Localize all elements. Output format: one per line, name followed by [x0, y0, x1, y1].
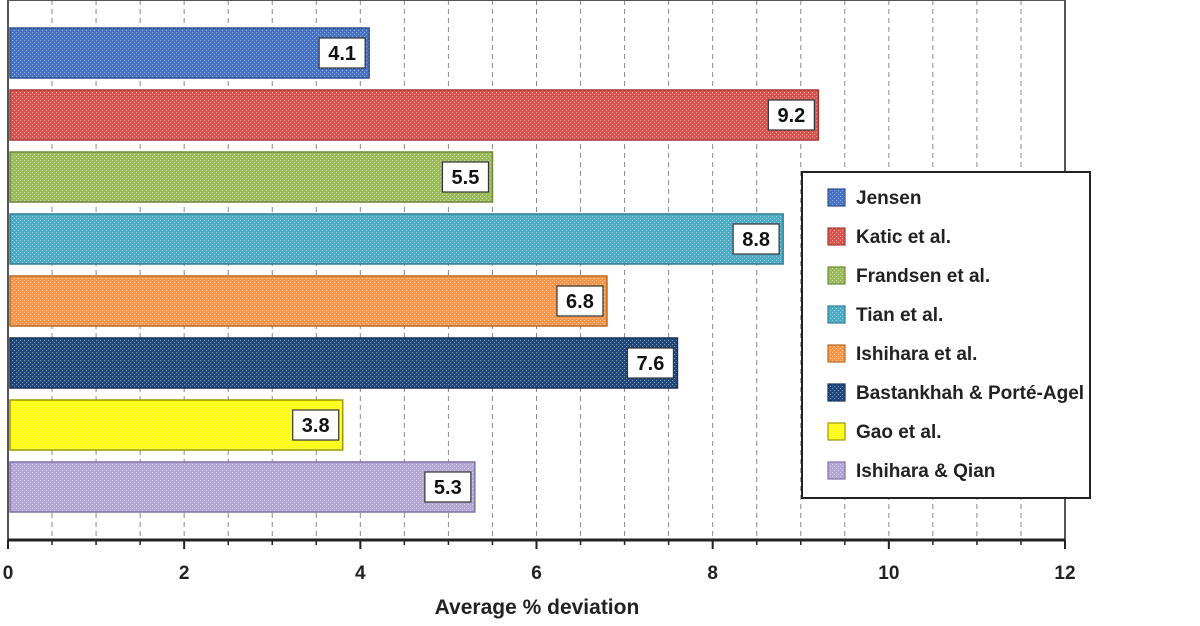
legend-label: Jensen [856, 188, 921, 209]
bar-5 [9, 337, 679, 389]
x-axis-ticks: 0 2 4 6 8 10 12 [3, 540, 1076, 584]
legend-label: Tian et al. [856, 305, 943, 326]
data-label: 9.2 [777, 105, 805, 127]
legend-label: Gao et al. [856, 422, 942, 443]
x-tick-label: 12 [1054, 563, 1075, 584]
data-label-box [626, 347, 675, 379]
bar-3 [9, 213, 784, 265]
x-tick-label: 4 [355, 563, 366, 584]
legend-label: Frandsen et al. [856, 266, 990, 287]
legend-label: Bastankhah & Porté-Agel [856, 383, 1084, 404]
legend-label: Ishihara et al. [856, 344, 977, 365]
legend-swatch [827, 305, 846, 324]
x-tick-label: 8 [707, 563, 718, 584]
legend-swatch [827, 344, 846, 363]
legend: Jensen Katic et al. Frandsen et al. Tian et… [801, 171, 1091, 499]
data-label: 4.1 [328, 43, 356, 65]
bar-2 [9, 151, 494, 203]
data-label-box [318, 37, 366, 69]
data-label: 3.8 [302, 415, 330, 437]
data-labels: 4.1 9.2 5.5 8.8 6.8 7.6 3.8 5.3 [292, 37, 815, 503]
bars [9, 27, 820, 513]
x-tick-label: 6 [531, 563, 542, 584]
data-label-box [292, 409, 340, 441]
data-label-box [441, 161, 490, 193]
legend-label: Ishihara & Qian [856, 461, 995, 482]
legend-swatch [827, 227, 846, 246]
x-axis-title: Average % deviation [435, 596, 640, 619]
data-label: 6.8 [566, 291, 594, 313]
data-label: 5.5 [452, 167, 480, 189]
legend-swatch [827, 383, 846, 402]
data-label-box [556, 285, 604, 317]
data-label-box [767, 99, 815, 131]
bar-4 [9, 275, 608, 327]
x-tick-label: 10 [878, 563, 899, 584]
legend-swatch [827, 188, 846, 207]
x-tick-label: 2 [179, 563, 190, 584]
bar-0 [9, 27, 370, 79]
bar-1 [9, 89, 820, 141]
legend-box [801, 171, 1091, 499]
legend-swatch [827, 422, 846, 441]
data-label-box [424, 471, 472, 503]
legend-label: Katic et al. [856, 227, 951, 248]
bar-7 [9, 461, 476, 513]
bar-6 [9, 399, 344, 451]
legend-swatch [827, 461, 846, 480]
x-tick-label: 0 [3, 563, 14, 584]
legend-swatch [827, 266, 846, 285]
data-label: 7.6 [637, 353, 665, 375]
data-label: 5.3 [434, 477, 462, 499]
data-label-box [732, 223, 780, 255]
data-label: 8.8 [742, 229, 770, 251]
